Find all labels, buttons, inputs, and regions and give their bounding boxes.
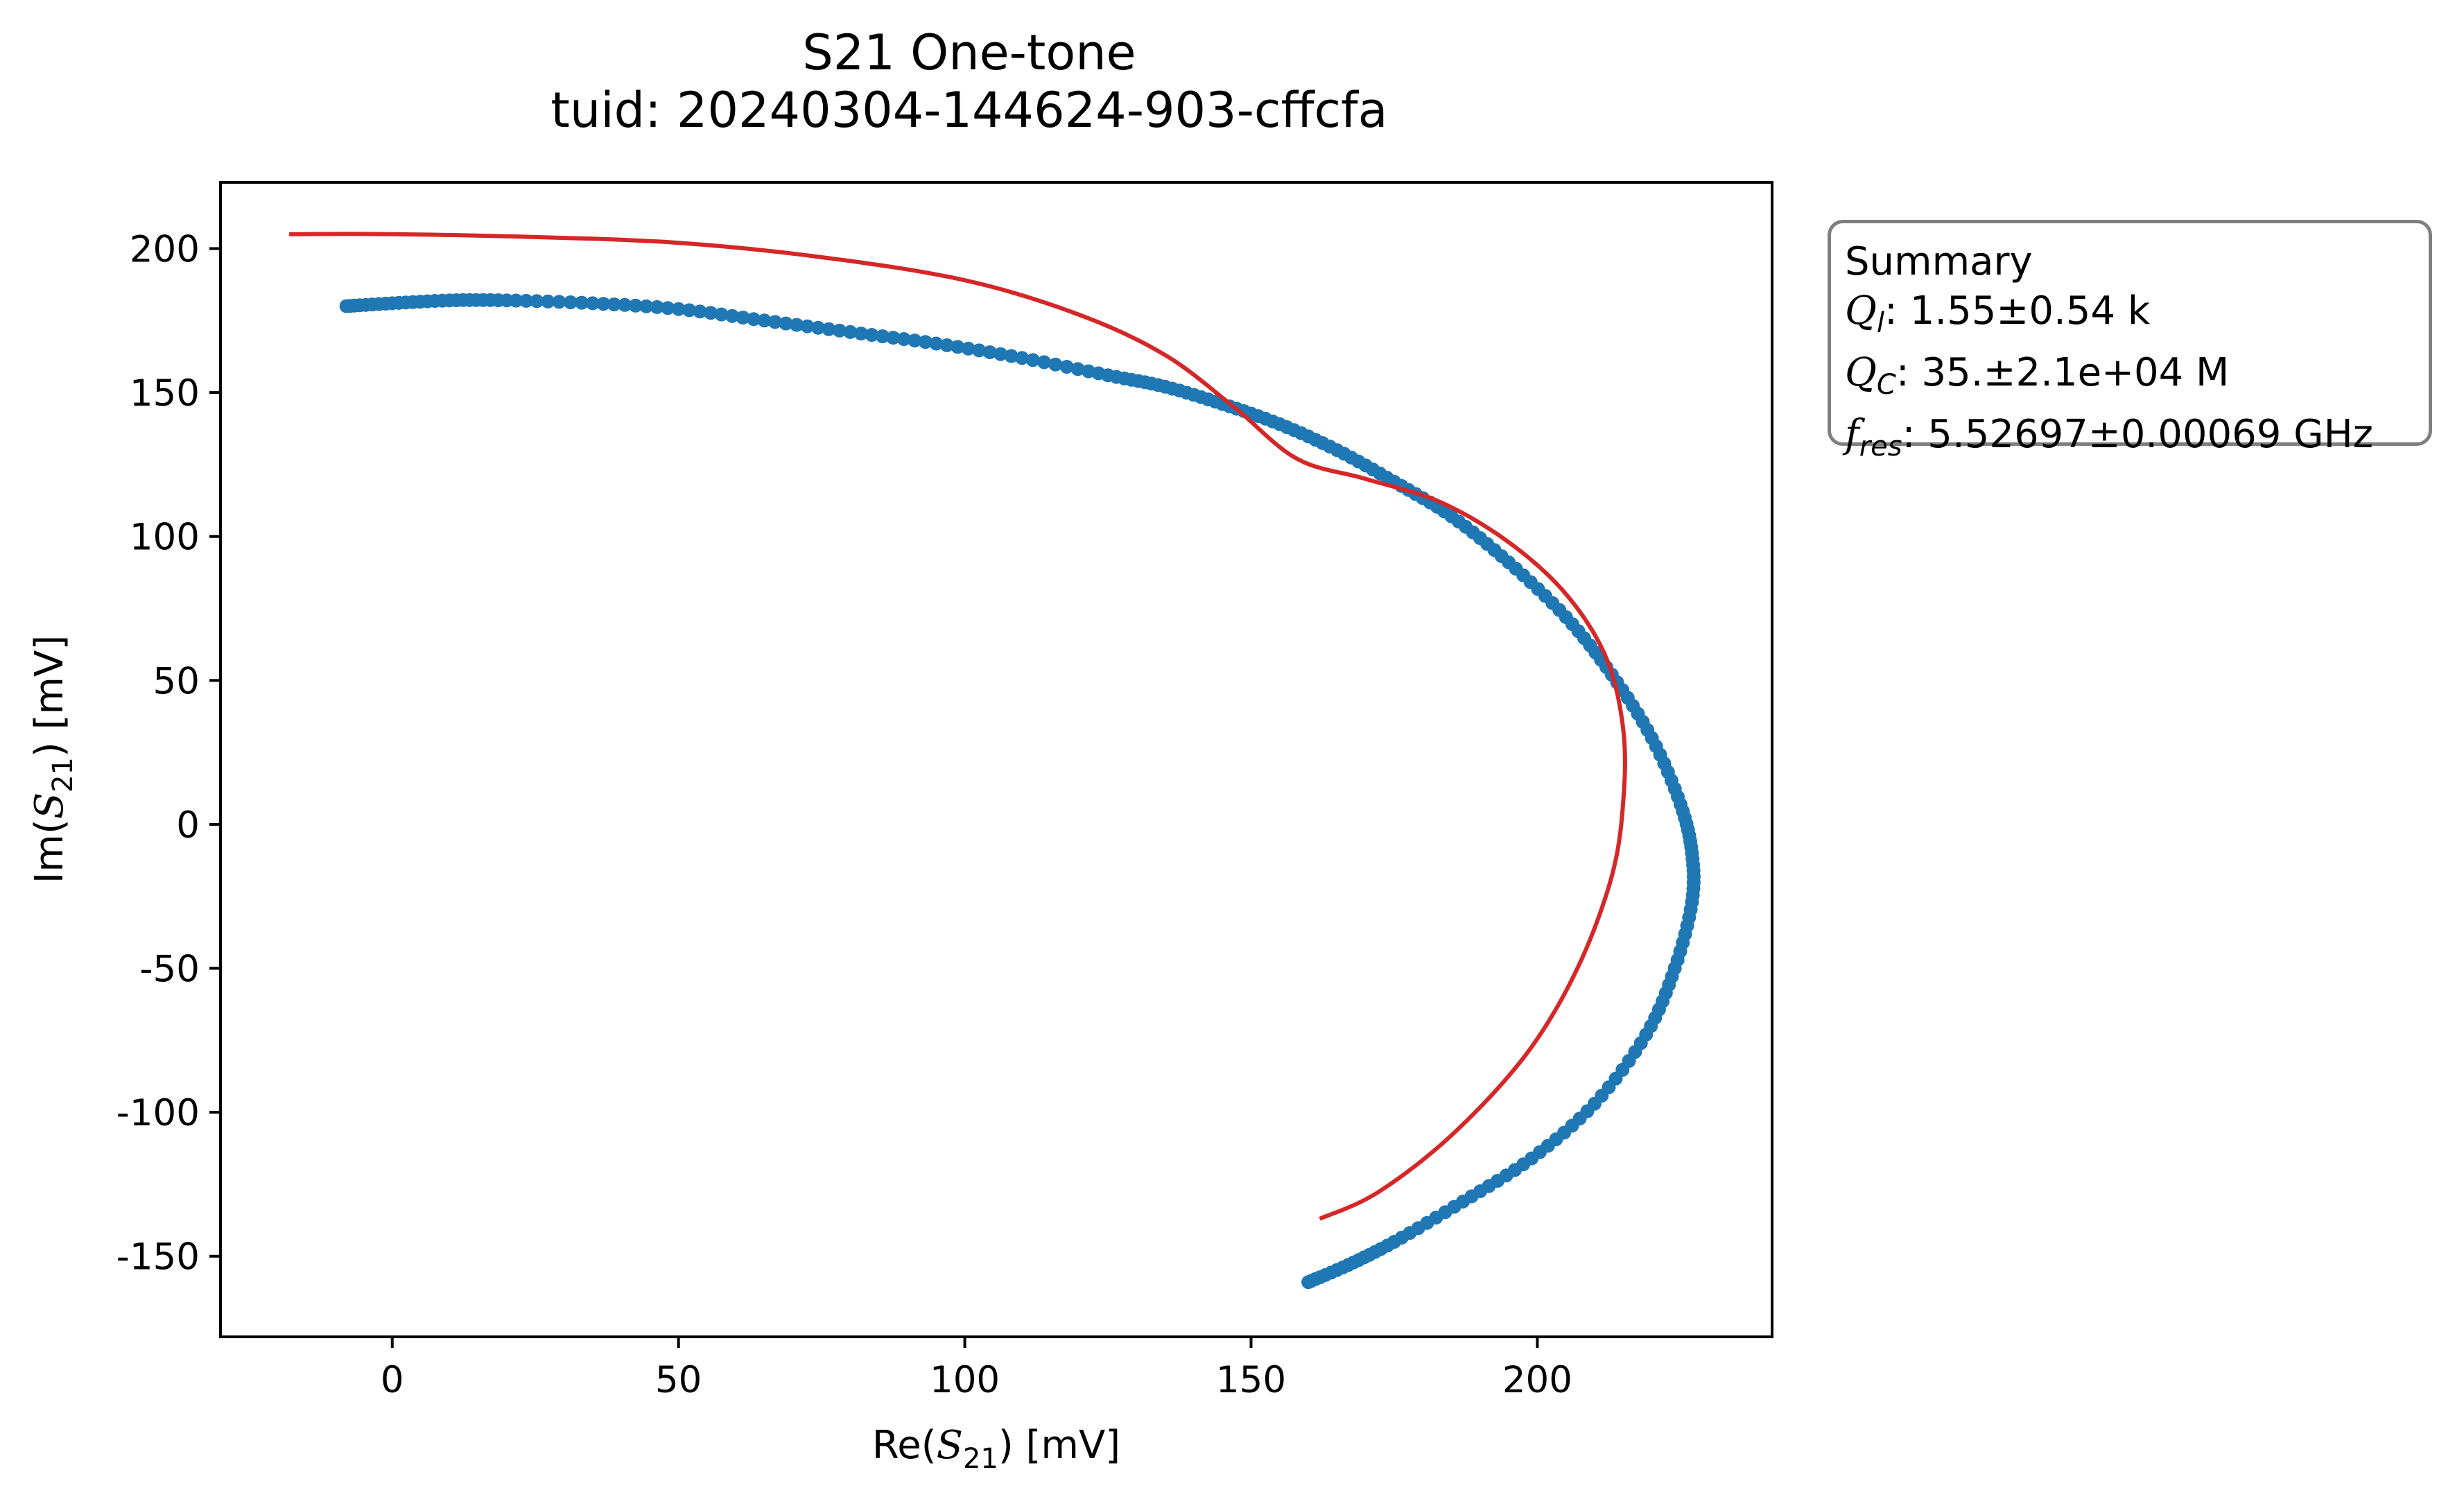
- data-point: [757, 313, 772, 328]
- data-point: [994, 347, 1008, 361]
- x-tick-label: 50: [655, 1359, 702, 1401]
- chart-title: S21 One-tone: [802, 24, 1136, 81]
- data-point: [832, 323, 847, 338]
- data-point: [1048, 357, 1063, 372]
- x-tick-label: 200: [1502, 1359, 1572, 1401]
- y-tick-label: -150: [116, 1236, 200, 1279]
- chart-subtitle: tuid: 20240304-144624-903-cffcfa: [550, 82, 1387, 139]
- data-point: [1301, 1275, 1316, 1290]
- summary-heading: Summary: [1845, 239, 2033, 284]
- y-tick-label: 200: [130, 228, 200, 270]
- data-point: [607, 297, 621, 311]
- data-point: [596, 297, 611, 311]
- data-point: [843, 325, 858, 339]
- axis-ticks: 0 50 100 150 200 -150 -100 -50 0 50 100 150 200: [116, 228, 1572, 1401]
- data-point: [875, 329, 890, 343]
- summary-qc: QC: 35.±2.1e+04 M: [1845, 350, 2230, 401]
- x-tick-label: 100: [930, 1359, 1000, 1401]
- data-point: [822, 322, 836, 336]
- y-tick-label: 150: [130, 372, 200, 415]
- data-point: [896, 332, 911, 346]
- data-point: [1059, 360, 1074, 374]
- fit-line: [289, 232, 1627, 1221]
- data-point: [650, 300, 664, 314]
- data-point: [865, 328, 879, 342]
- y-tick-label: -50: [139, 949, 200, 991]
- data-point: [961, 341, 975, 356]
- x-tick-label: 150: [1216, 1359, 1286, 1401]
- x-axis-label: Re(S21) [mV]: [872, 1423, 1120, 1475]
- data-point: [509, 293, 523, 308]
- data-point: [671, 302, 686, 316]
- y-tick-label: 50: [153, 660, 200, 702]
- y-tick-label: -100: [116, 1092, 200, 1134]
- data-point: [714, 307, 729, 322]
- data-point: [563, 295, 578, 309]
- data-point: [585, 296, 600, 311]
- data-point: [575, 295, 589, 310]
- data-point: [1070, 362, 1085, 377]
- data-point: [972, 343, 987, 358]
- data-point: [541, 294, 555, 309]
- summary-box: Summary Ql: 1.55±0.54 k QC: 35.±2.1e+04 …: [1828, 220, 2432, 463]
- data-point: [886, 331, 901, 345]
- summary-ql: Ql: 1.55±0.54 k: [1845, 288, 2151, 340]
- data-point: [661, 301, 675, 315]
- data-point: [736, 311, 750, 325]
- data-point: [779, 316, 793, 331]
- data-point: [1025, 353, 1040, 367]
- data-point: [639, 299, 654, 313]
- data-point: [628, 298, 643, 313]
- data-point: [1015, 351, 1030, 365]
- data-point: [682, 303, 697, 318]
- data-point: [552, 295, 566, 309]
- data-point: [1004, 349, 1018, 363]
- data-point: [918, 335, 932, 349]
- data-point: [519, 293, 533, 308]
- data-point: [618, 297, 632, 312]
- data-point: [725, 309, 740, 323]
- data-point: [929, 336, 944, 351]
- data-point: [790, 318, 804, 332]
- summary-fres: fres: 5.52697±0.00069 GHz: [1845, 412, 2374, 463]
- y-tick-label: 100: [130, 517, 200, 559]
- data-point: [747, 312, 761, 327]
- data-point: [853, 327, 868, 340]
- data-point: [530, 294, 544, 309]
- plot-frame: [219, 181, 1773, 1338]
- plot-marks: [289, 232, 1701, 1290]
- data-point: [704, 306, 718, 320]
- data-point: [811, 320, 825, 335]
- data-point: [768, 315, 782, 329]
- data-point: [1037, 355, 1052, 370]
- data-point: [800, 319, 815, 334]
- x-tick-label: 0: [381, 1359, 404, 1401]
- data-point: [693, 304, 707, 319]
- data-point: [908, 334, 922, 348]
- y-tick-label: 0: [176, 804, 200, 847]
- y-axis-label: Im(S21) [mV]: [27, 635, 79, 883]
- data-point: [982, 345, 997, 359]
- data-point: [951, 340, 965, 354]
- data-point: [939, 338, 954, 352]
